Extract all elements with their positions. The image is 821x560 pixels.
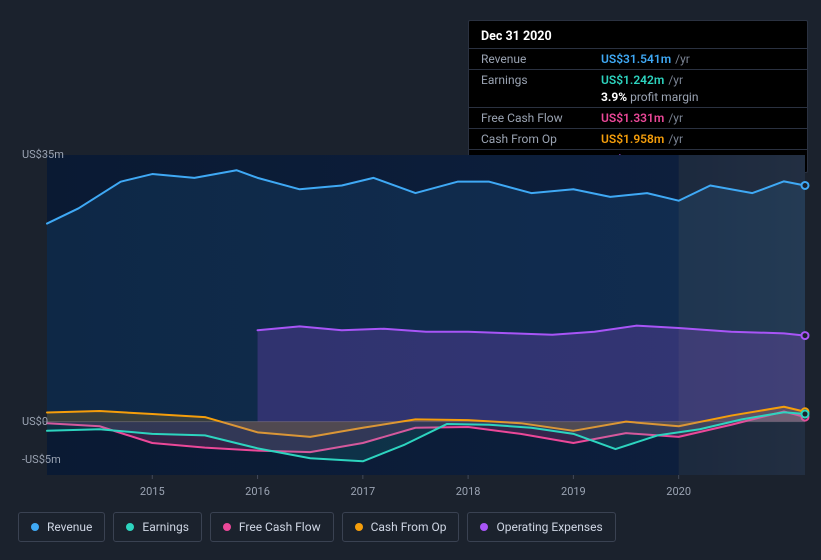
legend-label: Free Cash Flow [239, 520, 321, 534]
legend-label: Operating Expenses [496, 520, 602, 534]
legend-label: Cash From Op [371, 520, 447, 534]
legend-label: Revenue [47, 520, 92, 534]
legend-swatch [480, 523, 488, 531]
x-axis-label: 2016 [245, 485, 270, 498]
legend-item[interactable]: Revenue [18, 512, 105, 542]
x-axis-label: 2017 [350, 485, 375, 498]
x-axis-label: 2015 [140, 485, 165, 498]
legend: Revenue Earnings Free Cash Flow Cash From O… [18, 512, 616, 542]
y-axis-label: US$35m [22, 148, 64, 161]
legend-swatch [126, 523, 134, 531]
y-axis-label: US$0 [22, 415, 48, 428]
legend-swatch [31, 523, 39, 531]
legend-item[interactable]: Cash From Op [342, 512, 460, 542]
legend-swatch [355, 523, 363, 531]
legend-label: Earnings [142, 520, 189, 534]
legend-swatch [223, 523, 231, 531]
legend-item[interactable]: Free Cash Flow [210, 512, 334, 542]
legend-item[interactable]: Earnings [113, 512, 202, 542]
x-axis-label: 2019 [561, 485, 586, 498]
y-axis-label: -US$5m [22, 453, 61, 466]
legend-item[interactable]: Operating Expenses [467, 512, 615, 542]
x-axis-label: 2020 [666, 485, 691, 498]
x-axis-label: 2018 [456, 485, 481, 498]
financials-chart[interactable] [0, 0, 821, 560]
